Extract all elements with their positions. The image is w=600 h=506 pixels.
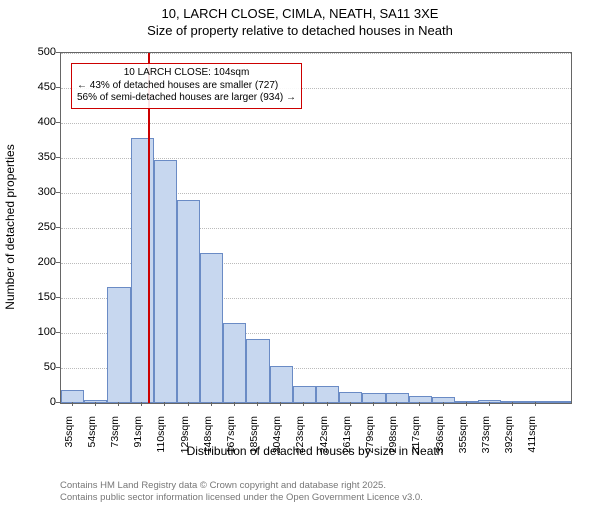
y-tick-mark [56,262,60,263]
x-tick-label: 73sqm [109,416,121,466]
bar [223,323,246,403]
x-tick-label: 355sqm [457,416,469,466]
title-line-1: 10, LARCH CLOSE, CIMLA, NEATH, SA11 3XE [0,6,600,21]
x-tick-mark [443,402,444,406]
x-tick-label: 167sqm [225,416,237,466]
y-tick-mark [56,297,60,298]
y-tick-label: 50 [44,361,56,373]
bar [154,160,177,403]
bar [316,386,339,403]
x-tick-mark [118,402,119,406]
x-tick-mark [211,402,212,406]
x-tick-mark [72,402,73,406]
y-tick-label: 200 [38,256,56,268]
y-tick-mark [56,227,60,228]
bar [61,390,84,403]
x-tick-label: 148sqm [202,416,214,466]
x-tick-mark [535,402,536,406]
x-tick-mark [419,402,420,406]
y-tick-mark [56,192,60,193]
x-tick-mark [164,402,165,406]
y-tick-label: 150 [38,291,56,303]
x-tick-label: 35sqm [63,416,75,466]
x-tick-label: 336sqm [434,416,446,466]
chart-container: Number of detached properties 10 LARCH C… [0,42,600,462]
plot-area: 10 LARCH CLOSE: 104sqm ← 43% of detached… [60,52,572,404]
bar [246,339,269,403]
x-tick-label: 204sqm [271,416,283,466]
x-tick-mark [327,402,328,406]
x-tick-label: 298sqm [387,416,399,466]
bar [548,401,571,403]
x-tick-label: 261sqm [341,416,353,466]
x-tick-label: 373sqm [480,416,492,466]
y-tick-label: 500 [38,46,56,58]
bar [200,253,223,404]
y-tick-mark [56,52,60,53]
x-axis-label: Distribution of detached houses by size … [60,444,570,458]
x-tick-label: 91sqm [132,416,144,466]
y-tick-label: 300 [38,186,56,198]
x-tick-label: 317sqm [410,416,422,466]
x-tick-mark [350,402,351,406]
y-tick-mark [56,122,60,123]
x-tick-mark [303,402,304,406]
annotation-line-3: 56% of semi-detached houses are larger (… [77,92,296,105]
bar [131,138,154,403]
y-tick-label: 350 [38,151,56,163]
y-tick-label: 450 [38,81,56,93]
title-line-2: Size of property relative to detached ho… [0,23,600,38]
y-tick-label: 250 [38,221,56,233]
x-tick-label: 392sqm [503,416,515,466]
y-axis-label: Number of detached properties [3,144,17,309]
y-tick-mark [56,367,60,368]
x-tick-label: 110sqm [155,416,167,466]
gridline [61,53,571,54]
x-tick-label: 411sqm [526,416,538,466]
annotation-line-2: ← 43% of detached houses are smaller (72… [77,80,296,93]
x-tick-label: 54sqm [86,416,98,466]
x-tick-label: 279sqm [364,416,376,466]
gridline [61,123,571,124]
footer-line-1: Contains HM Land Registry data © Crown c… [60,480,423,492]
x-tick-mark [396,402,397,406]
x-tick-mark [466,402,467,406]
annotation-line-1: 10 LARCH CLOSE: 104sqm [77,67,296,80]
y-tick-mark [56,157,60,158]
y-tick-mark [56,87,60,88]
x-tick-label: 129sqm [179,416,191,466]
x-tick-mark [95,402,96,406]
x-tick-mark [512,402,513,406]
bar [501,401,524,403]
bar [293,386,316,404]
x-tick-mark [188,402,189,406]
annotation-box: 10 LARCH CLOSE: 104sqm ← 43% of detached… [71,63,302,109]
bar [270,366,293,403]
x-tick-label: 223sqm [294,416,306,466]
footer: Contains HM Land Registry data © Crown c… [60,480,423,504]
x-tick-mark [141,402,142,406]
x-tick-mark [489,402,490,406]
y-tick-mark [56,332,60,333]
y-tick-mark [56,402,60,403]
x-tick-label: 242sqm [318,416,330,466]
y-tick-label: 400 [38,116,56,128]
x-tick-mark [234,402,235,406]
x-tick-label: 185sqm [248,416,260,466]
footer-line-2: Contains public sector information licen… [60,492,423,504]
x-tick-mark [257,402,258,406]
x-tick-mark [280,402,281,406]
y-tick-label: 100 [38,326,56,338]
bar [107,287,130,403]
x-tick-mark [373,402,374,406]
bar [177,200,200,403]
